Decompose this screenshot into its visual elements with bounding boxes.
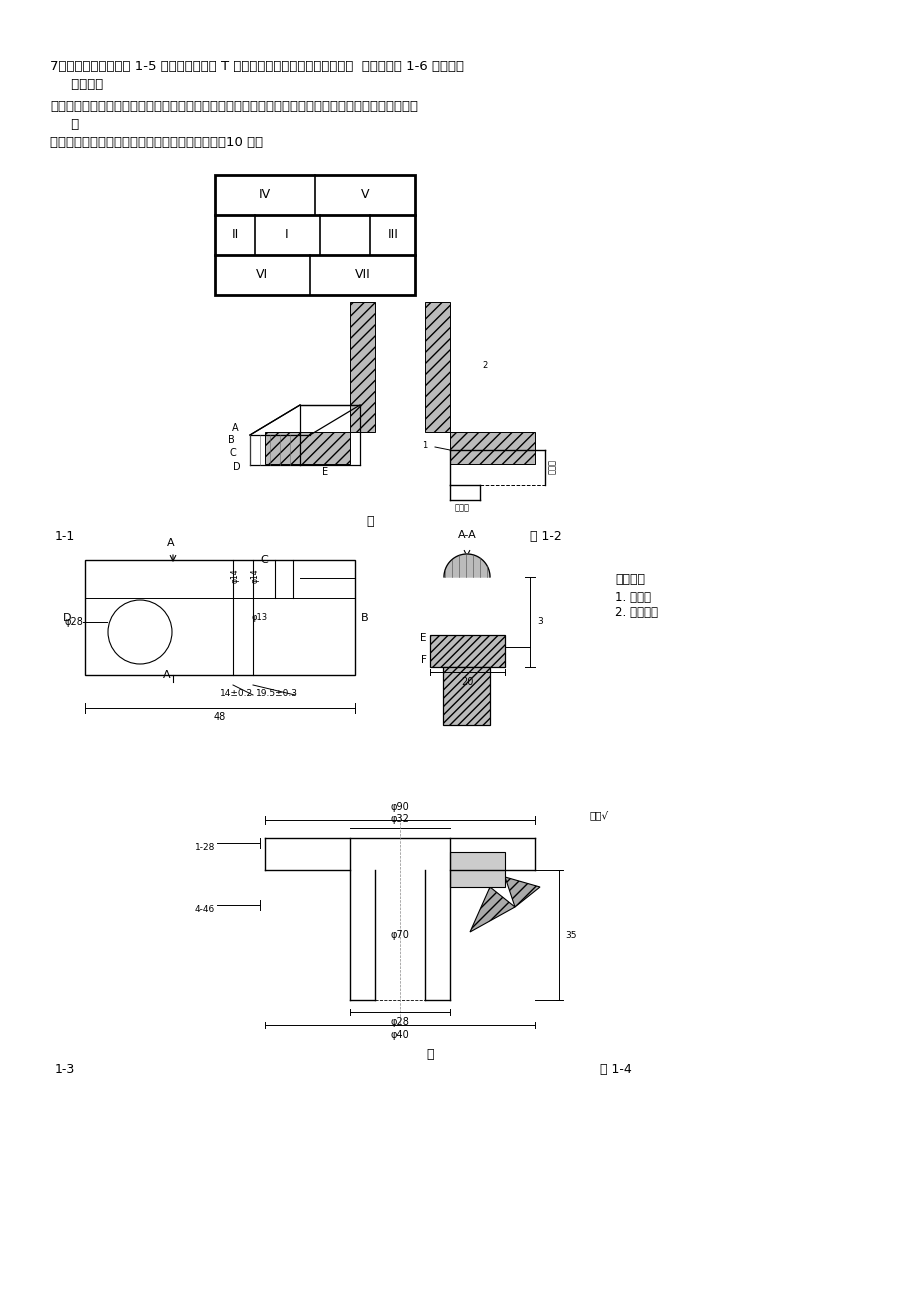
- Text: 1. 去毛刺: 1. 去毛刺: [614, 591, 651, 604]
- Text: 4-46: 4-46: [195, 905, 215, 914]
- Text: D: D: [62, 613, 71, 622]
- Text: A: A: [167, 538, 175, 548]
- Text: E: E: [420, 633, 426, 643]
- Text: B: B: [227, 435, 234, 445]
- Text: 图: 图: [425, 1048, 433, 1061]
- Text: V: V: [360, 189, 369, 202]
- Text: 2. 表面发蓝: 2. 表面发蓝: [614, 605, 657, 618]
- Text: B: B: [360, 613, 369, 622]
- Text: 示）。为减小铸造变形，试重新设计铸件结构。（10 分）: 示）。为减小铸造变形，试重新设计铸件结构。（10 分）: [50, 135, 263, 148]
- Text: A: A: [232, 423, 238, 434]
- Text: φ14: φ14: [231, 568, 239, 582]
- Text: D: D: [233, 462, 241, 473]
- Text: 14±0.2: 14±0.2: [221, 689, 254, 698]
- Text: 7、某厂生产一批如图 1-5 所示壁厚不等的 T 形梁铸钢件，铸后发生了翘曲变形  后改为如图 1-6 所示壁厚: 7、某厂生产一批如图 1-5 所示壁厚不等的 T 形梁铸钢件，铸后发生了翘曲变形…: [50, 60, 463, 73]
- Text: A-A: A-A: [457, 530, 476, 540]
- Polygon shape: [470, 887, 515, 932]
- Text: φ13: φ13: [252, 613, 267, 622]
- Text: φ32: φ32: [391, 814, 409, 824]
- Text: 1-3: 1-3: [55, 1062, 75, 1075]
- Text: 1: 1: [422, 440, 427, 449]
- Text: 技术要求: 技术要求: [614, 573, 644, 586]
- Text: 20: 20: [460, 677, 472, 687]
- Text: 车端面: 车端面: [548, 460, 556, 474]
- Text: 48: 48: [213, 712, 226, 723]
- Polygon shape: [449, 432, 535, 464]
- Bar: [215, 174, 414, 296]
- Text: φ90: φ90: [391, 802, 409, 812]
- Text: 1-28: 1-28: [195, 844, 215, 853]
- Text: φ40: φ40: [391, 1030, 409, 1040]
- Text: 2: 2: [482, 361, 487, 370]
- Text: 图: 图: [366, 516, 373, 529]
- Text: F: F: [421, 655, 426, 665]
- Polygon shape: [449, 852, 505, 887]
- Polygon shape: [444, 555, 490, 577]
- Polygon shape: [429, 635, 505, 667]
- Text: I: I: [285, 228, 289, 241]
- Text: 19.5±0.3: 19.5±0.3: [255, 689, 298, 698]
- Text: 图 1-2: 图 1-2: [529, 530, 562, 543]
- Text: 3: 3: [537, 617, 542, 626]
- Polygon shape: [425, 302, 449, 432]
- Text: C: C: [260, 555, 267, 565]
- Text: A: A: [163, 671, 171, 680]
- Text: VI: VI: [255, 268, 267, 281]
- Text: II: II: [231, 228, 238, 241]
- Text: 接件，焊后仍产生了变形；试分析两种成形方法获得的制件产生变形的主要原因并判断变形方向（用虚线: 接件，焊后仍产生了变形；试分析两种成形方法获得的制件产生变形的主要原因并判断变形…: [50, 100, 417, 113]
- Text: 车外圆: 车外圆: [454, 504, 469, 513]
- Text: φ70: φ70: [391, 930, 409, 940]
- Text: φ14: φ14: [250, 568, 259, 582]
- Text: φ28: φ28: [391, 1017, 409, 1027]
- Text: III: III: [387, 228, 398, 241]
- Text: 图 1-4: 图 1-4: [599, 1062, 631, 1075]
- Bar: [85, 560, 355, 674]
- Text: 35: 35: [564, 931, 576, 940]
- Text: 表: 表: [50, 118, 79, 132]
- Text: IV: IV: [258, 189, 271, 202]
- Text: VII: VII: [355, 268, 370, 281]
- Text: E: E: [322, 467, 328, 477]
- Polygon shape: [443, 667, 490, 725]
- Text: 均匀的焊: 均匀的焊: [50, 78, 103, 91]
- Polygon shape: [505, 878, 539, 907]
- Polygon shape: [349, 302, 375, 432]
- Text: C: C: [230, 448, 236, 458]
- Text: 全部√: 全部√: [589, 810, 608, 820]
- Text: φ28: φ28: [65, 617, 84, 628]
- Text: 1-1: 1-1: [55, 530, 75, 543]
- Polygon shape: [265, 432, 349, 464]
